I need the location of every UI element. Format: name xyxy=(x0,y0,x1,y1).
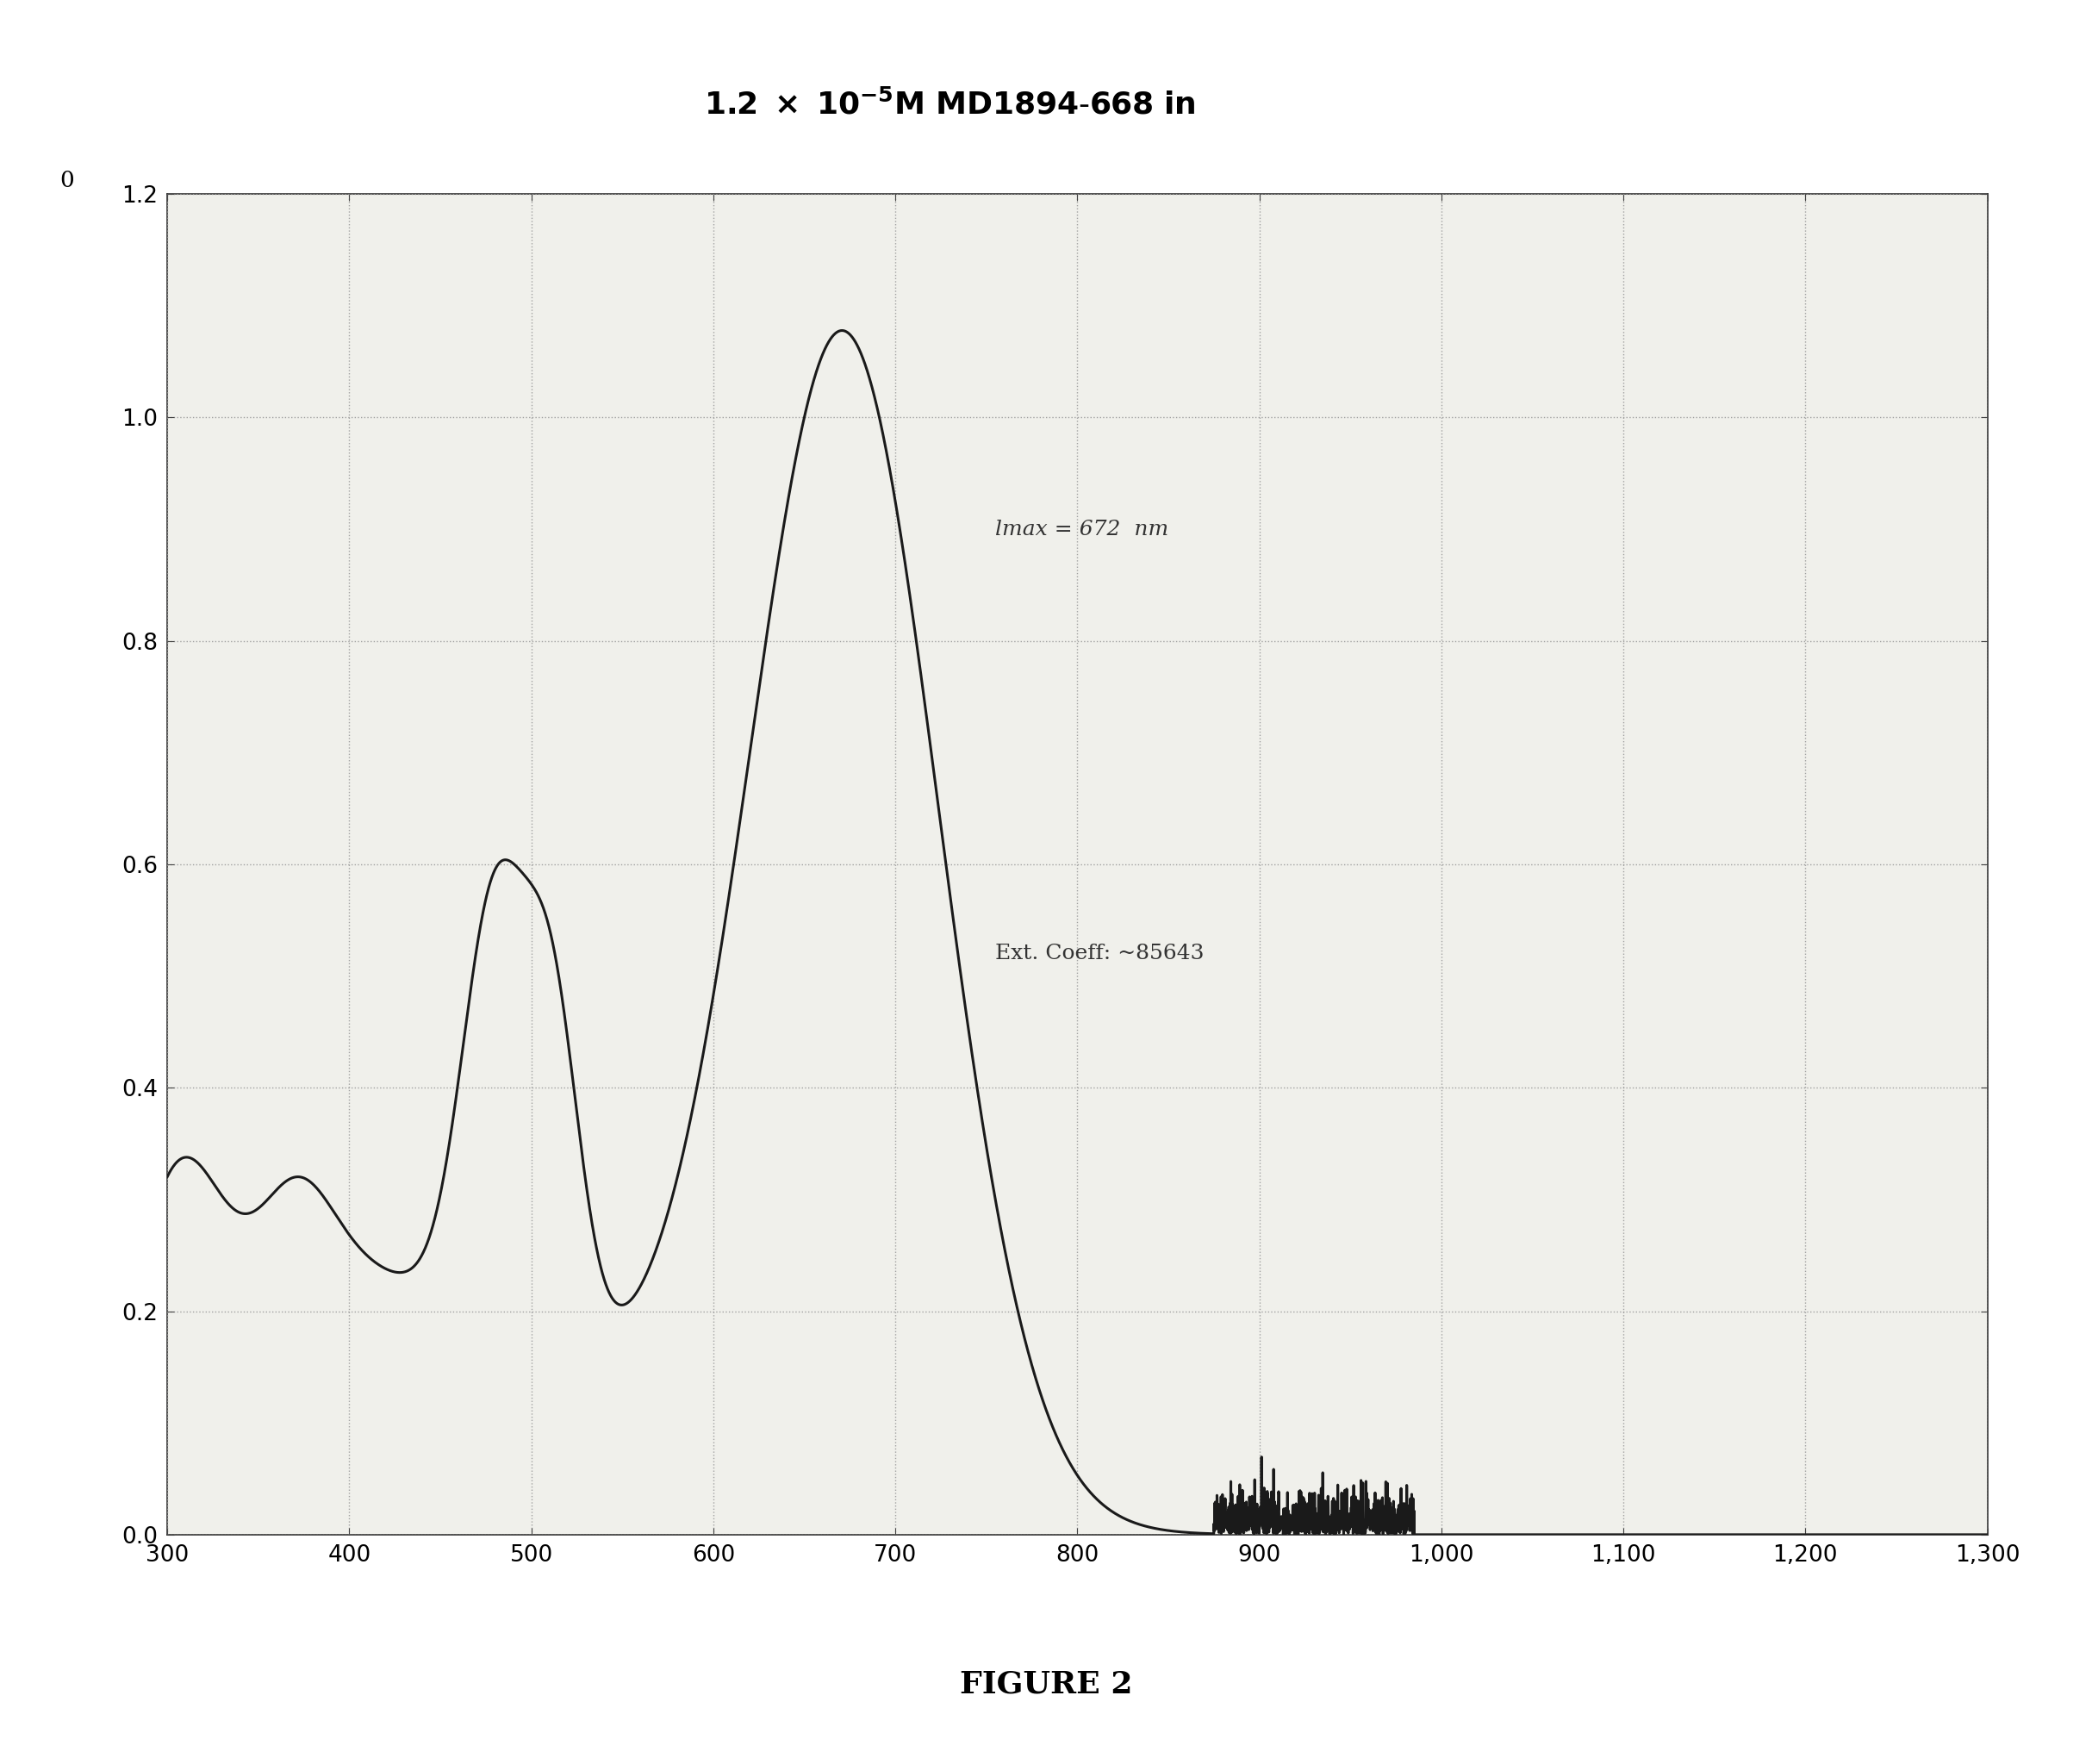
Text: FIGURE 2: FIGURE 2 xyxy=(960,1671,1132,1699)
Text: $\mathbf{1.2\ \times\ 10^{-5}M\ MD1894\text{-}668\ in}$: $\mathbf{1.2\ \times\ 10^{-5}M\ MD1894\t… xyxy=(705,90,1197,120)
Text: lmax = 672  nm: lmax = 672 nm xyxy=(996,519,1169,540)
Text: 0: 0 xyxy=(61,169,75,191)
Text: Ext. Coeff: ~85643: Ext. Coeff: ~85643 xyxy=(996,944,1205,963)
